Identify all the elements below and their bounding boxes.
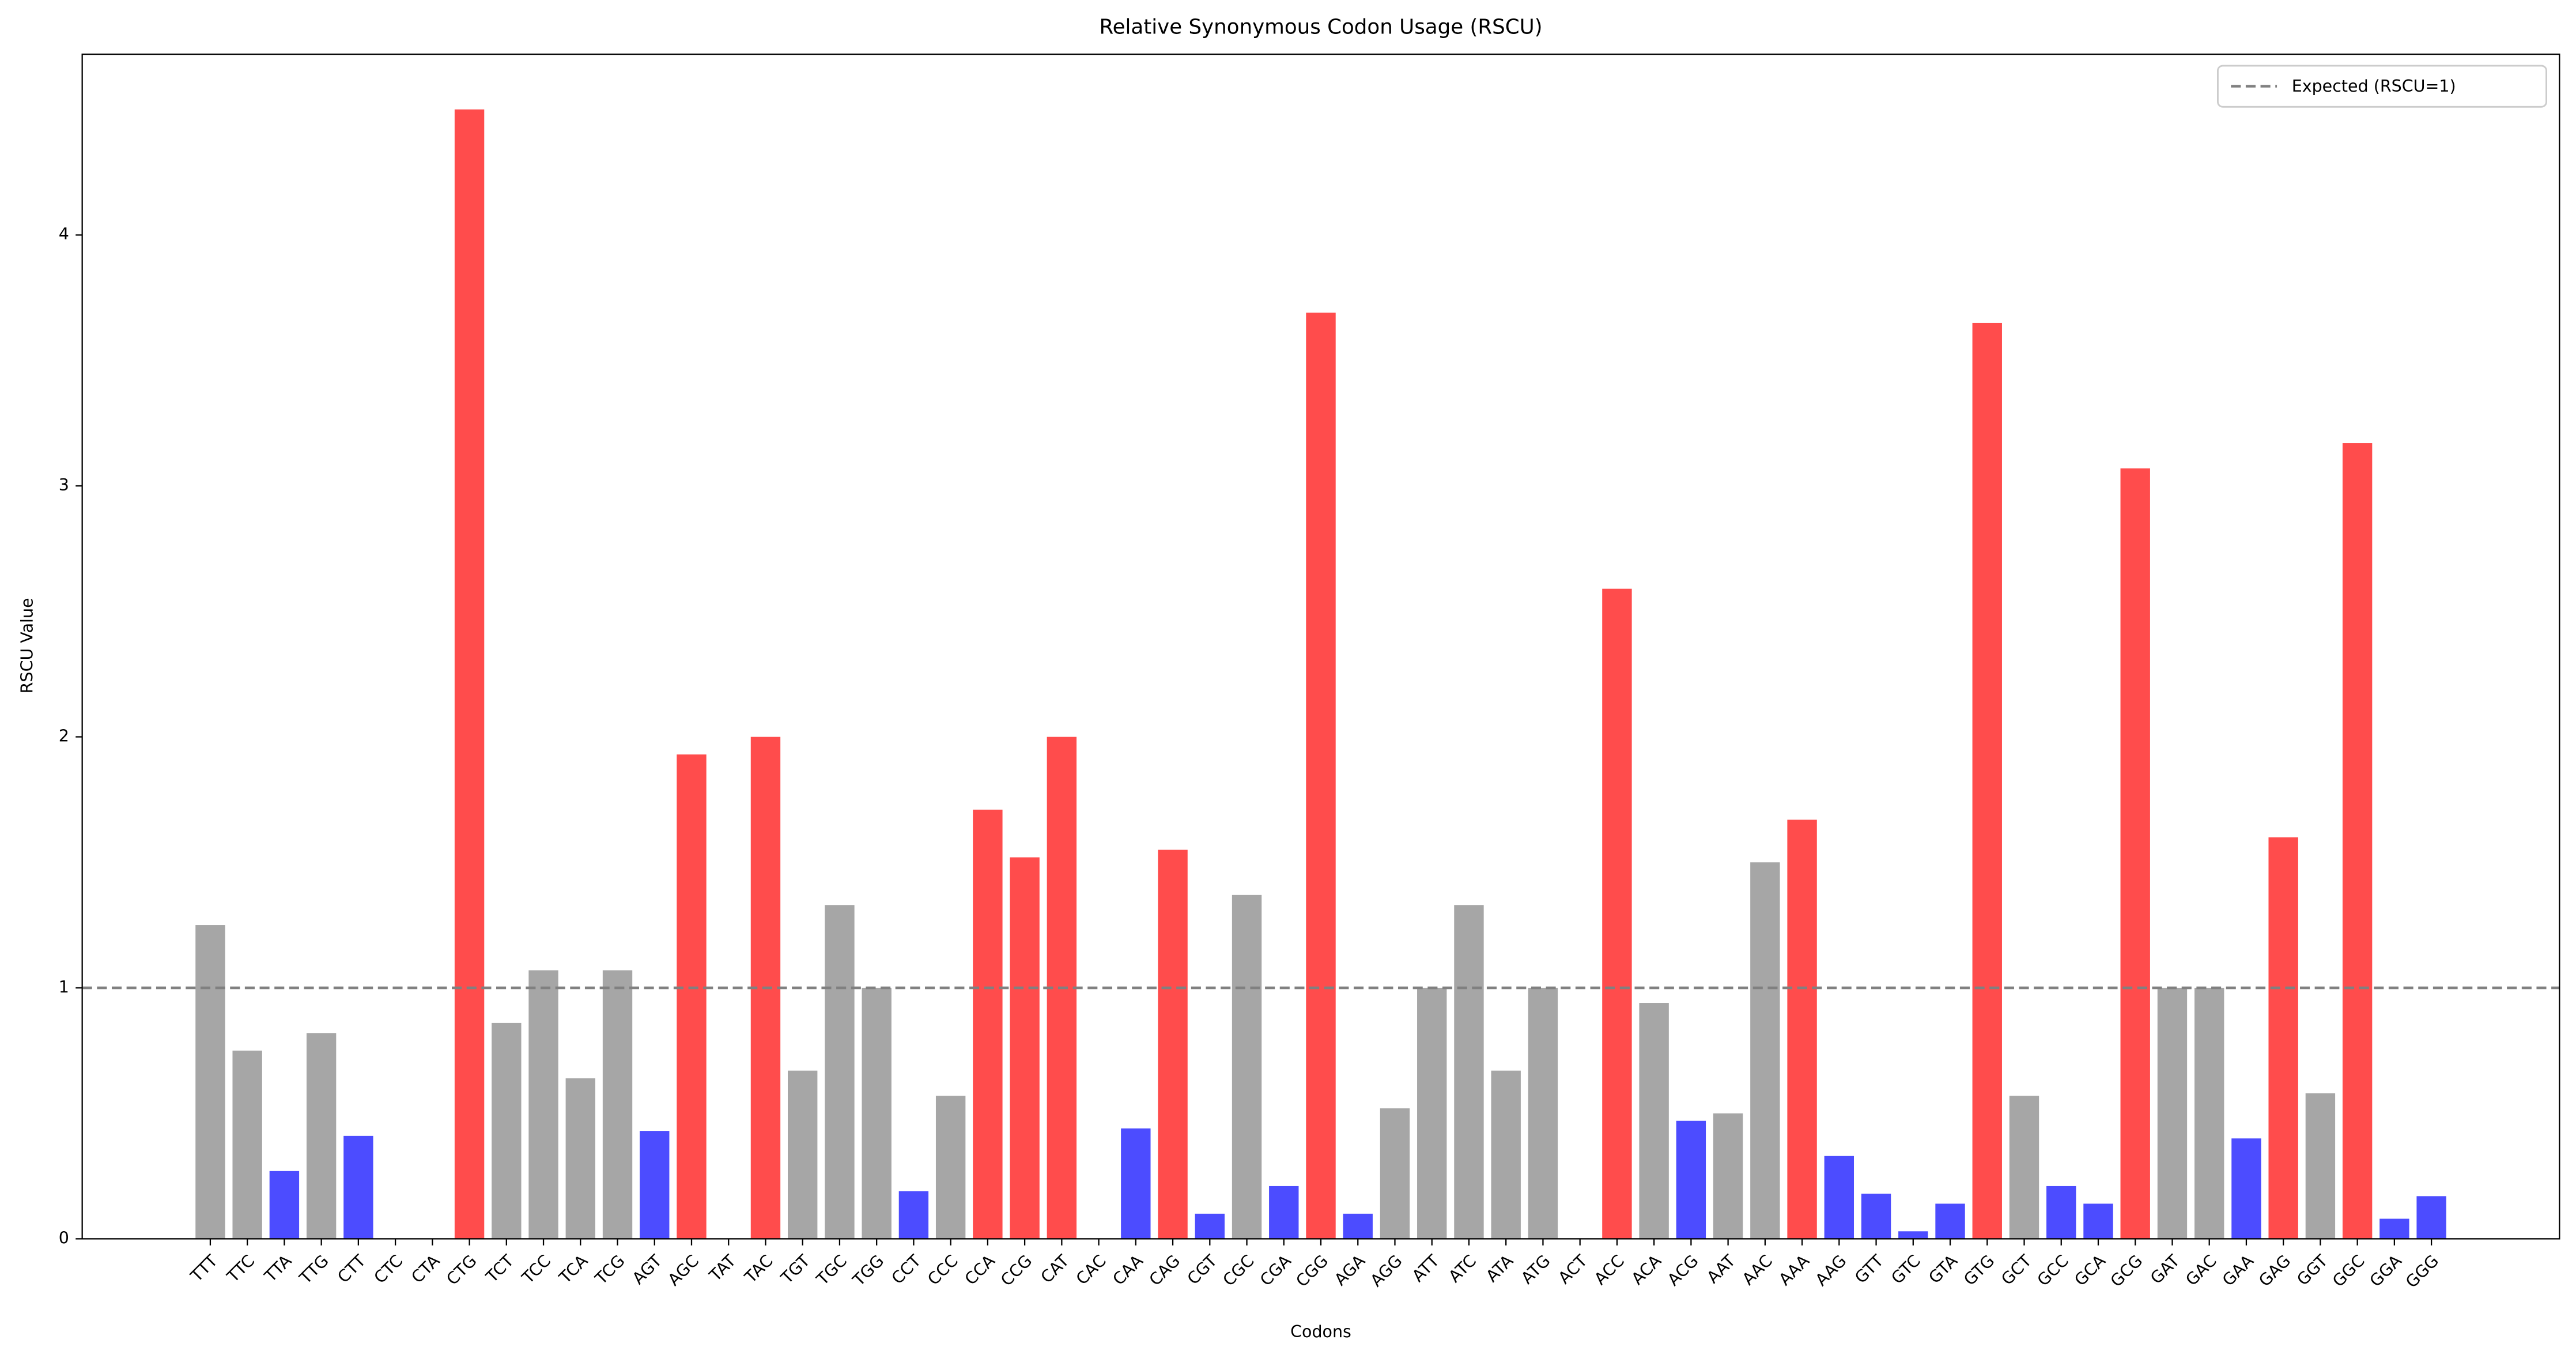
- bar: [1158, 850, 1188, 1239]
- bar: [1380, 1108, 1410, 1239]
- y-tick-label: 2: [59, 726, 69, 745]
- bar: [528, 970, 558, 1239]
- bar: [640, 1131, 670, 1239]
- bar: [1010, 857, 1040, 1239]
- bar: [2231, 1138, 2261, 1239]
- bar: [306, 1033, 337, 1239]
- bar: [1898, 1231, 1928, 1239]
- bar: [1935, 1203, 1965, 1239]
- bar: [1602, 588, 1632, 1239]
- bar: [1861, 1193, 1891, 1239]
- y-tick-label: 4: [59, 225, 69, 244]
- bar: [2194, 987, 2224, 1239]
- y-tick-label: 0: [59, 1228, 69, 1247]
- chart-title: Relative Synonymous Codon Usage (RSCU): [1099, 15, 1542, 39]
- bar: [1269, 1186, 1299, 1239]
- bar: [935, 1096, 966, 1239]
- bar: [1306, 312, 1336, 1239]
- bar: [1750, 862, 1780, 1239]
- bar: [2305, 1093, 2336, 1239]
- bar: [1343, 1213, 1373, 1239]
- x-axis-label: Codons: [1290, 1322, 1351, 1341]
- bar: [1528, 987, 1558, 1239]
- bar: [195, 925, 225, 1239]
- bar: [2009, 1096, 2039, 1239]
- legend-box: [2217, 65, 2547, 108]
- bar: [1491, 1070, 1521, 1239]
- bar: [973, 809, 1003, 1239]
- bar: [492, 1022, 522, 1239]
- bar: [1787, 820, 1817, 1239]
- bar: [2379, 1218, 2409, 1239]
- bar: [565, 1078, 595, 1239]
- bar: [454, 109, 485, 1239]
- bar: [602, 970, 633, 1239]
- bar: [788, 1070, 818, 1239]
- bar: [1454, 905, 1484, 1239]
- bar: [2083, 1203, 2113, 1239]
- bar: [825, 905, 855, 1239]
- bar: [232, 1050, 262, 1239]
- y-tick-label: 3: [59, 476, 69, 495]
- legend-label: Expected (RSCU=1): [2292, 77, 2456, 96]
- bar: [2120, 468, 2150, 1239]
- y-axis-label: RSCU Value: [18, 598, 37, 693]
- bar: [677, 754, 707, 1239]
- y-tick-label: 1: [59, 978, 69, 997]
- bar: [2268, 837, 2298, 1239]
- bar: [1824, 1156, 1854, 1239]
- bar: [1676, 1120, 1706, 1239]
- bar: [1639, 1003, 1669, 1239]
- bar: [898, 1191, 929, 1239]
- bar: [1713, 1113, 1743, 1239]
- bar: [1121, 1128, 1151, 1239]
- bar: [1972, 322, 2002, 1239]
- bar: [862, 987, 892, 1239]
- bar: [2416, 1196, 2446, 1239]
- bar: [2046, 1186, 2076, 1239]
- bar: [1195, 1213, 1225, 1239]
- bar: [1417, 987, 1447, 1239]
- bar: [269, 1171, 300, 1239]
- bar: [2342, 443, 2373, 1239]
- plot-frame: [81, 53, 2560, 1240]
- bar: [343, 1135, 373, 1239]
- bar: [1232, 895, 1262, 1239]
- bar: [2157, 987, 2188, 1239]
